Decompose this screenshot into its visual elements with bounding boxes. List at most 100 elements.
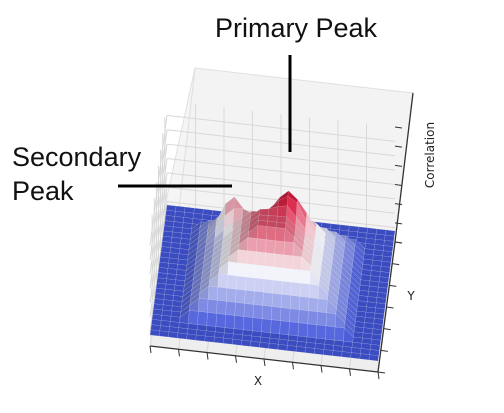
surface-cell	[307, 310, 318, 326]
surface-cell	[231, 338, 243, 346]
surface-cell	[233, 315, 245, 331]
surface-cell	[261, 305, 273, 320]
surface-cell	[197, 311, 208, 326]
surface-cell	[261, 318, 272, 334]
y-tick	[389, 284, 397, 287]
surface-cell	[291, 255, 303, 271]
surface-cell	[289, 308, 300, 324]
surface-cell	[243, 303, 254, 318]
z-axis-label: Correlation	[423, 122, 437, 188]
surface-cell	[275, 227, 286, 242]
surface-cell	[262, 292, 273, 307]
surface-cell	[226, 274, 238, 290]
surface-cell	[234, 302, 245, 317]
surface-cell	[298, 309, 309, 325]
surface-cell	[158, 330, 170, 338]
surface-cell	[306, 323, 318, 339]
surface-cell	[282, 267, 293, 283]
surface-cell	[281, 280, 292, 296]
surface-cell	[268, 343, 279, 350]
surface-cell	[270, 319, 281, 335]
surface-cell	[195, 334, 206, 342]
surface-cell	[334, 326, 345, 342]
surface-cell	[258, 208, 270, 216]
surface-cell	[235, 288, 246, 304]
surface-cell	[226, 287, 237, 303]
surface-cell	[236, 262, 247, 278]
surface-cell	[350, 352, 361, 360]
surface-cell	[276, 215, 287, 224]
y-tick	[380, 349, 388, 352]
surface-cell	[291, 268, 302, 284]
secondary-peak-label-line-2: Peak	[12, 176, 74, 206]
surface-cell	[235, 275, 247, 291]
side-wall-gridline	[149, 144, 168, 275]
z-tick	[394, 164, 403, 167]
surface-cell	[252, 317, 263, 333]
surface-cell	[264, 252, 275, 268]
surface-cell	[359, 353, 370, 361]
surface-cell	[198, 297, 209, 313]
surface-cell	[372, 323, 384, 331]
surface-cell	[376, 297, 387, 305]
surface-cell	[299, 283, 311, 298]
back-wall-gridline	[166, 114, 396, 142]
surface-cell	[378, 276, 390, 284]
surface-cell	[325, 325, 336, 341]
surface-cell	[384, 234, 395, 242]
surface-cell	[259, 341, 270, 349]
surface-cell	[290, 282, 301, 297]
surface-cell	[274, 240, 285, 256]
surface-cell	[252, 304, 264, 319]
y-tick	[383, 328, 391, 331]
surface-cell	[371, 333, 382, 341]
surface-cell	[256, 238, 267, 254]
z-tick	[394, 222, 403, 225]
surface-cell	[304, 347, 316, 354]
surface-cell	[380, 260, 392, 268]
surface-cell	[372, 328, 383, 336]
surface-cell	[265, 226, 277, 241]
surface-cell	[244, 289, 255, 305]
surface-cell	[204, 335, 215, 343]
surface-cell	[273, 266, 284, 282]
surface-cell	[237, 249, 248, 265]
surface-cell	[382, 250, 393, 258]
surface-cell	[265, 239, 276, 255]
surface-cell	[177, 332, 188, 340]
surface-cell	[227, 261, 238, 277]
surface-cell	[373, 318, 384, 325]
surface-cell	[207, 299, 218, 314]
surface-cell	[222, 337, 234, 345]
surface-cell	[263, 265, 275, 281]
surface-cell	[272, 279, 283, 295]
y-axis-label: Y	[406, 289, 415, 303]
surface-cell	[283, 241, 294, 257]
surface-cell	[280, 294, 292, 309]
surface-cell	[250, 340, 261, 348]
surface-cell	[186, 333, 197, 341]
surface-cell	[295, 346, 306, 353]
x-tick	[263, 358, 266, 367]
x-tick	[320, 365, 323, 373]
surface-cell	[313, 348, 325, 355]
side-wall-gridline	[149, 129, 168, 260]
surface-cell	[207, 285, 219, 301]
surface-cell	[213, 336, 224, 344]
surface-cell	[288, 321, 299, 337]
x-tick	[292, 362, 294, 370]
surface-cell	[308, 297, 319, 312]
surface-cell	[245, 263, 257, 279]
x-tick	[206, 352, 209, 360]
back-wall-gridline	[166, 143, 396, 171]
surface-cell	[300, 269, 311, 285]
surface-cell	[188, 310, 199, 325]
z-tick	[394, 241, 403, 244]
surface-cell	[240, 339, 252, 347]
surface-cell	[273, 253, 285, 269]
z-tick	[394, 184, 403, 186]
y-tick	[377, 371, 386, 374]
primary-peak-label: Primary Peak	[215, 13, 378, 43]
y-tick	[392, 263, 400, 266]
